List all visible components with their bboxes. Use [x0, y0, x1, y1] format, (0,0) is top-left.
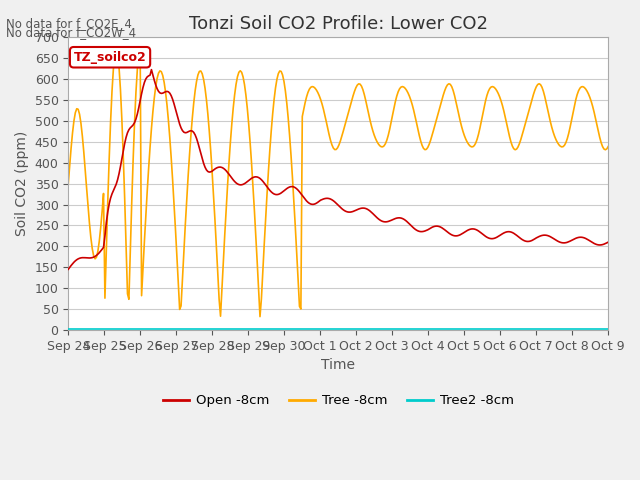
- Title: Tonzi Soil CO2 Profile: Lower CO2: Tonzi Soil CO2 Profile: Lower CO2: [189, 15, 488, 33]
- Legend: Open -8cm, Tree -8cm, Tree2 -8cm: Open -8cm, Tree -8cm, Tree2 -8cm: [157, 389, 519, 413]
- Y-axis label: Soil CO2 (ppm): Soil CO2 (ppm): [15, 131, 29, 236]
- Text: TZ_soilco2: TZ_soilco2: [74, 51, 147, 64]
- Text: No data for f_CO2E_4: No data for f_CO2E_4: [6, 17, 132, 30]
- Text: No data for f_CO2W_4: No data for f_CO2W_4: [6, 26, 136, 39]
- X-axis label: Time: Time: [321, 358, 355, 372]
